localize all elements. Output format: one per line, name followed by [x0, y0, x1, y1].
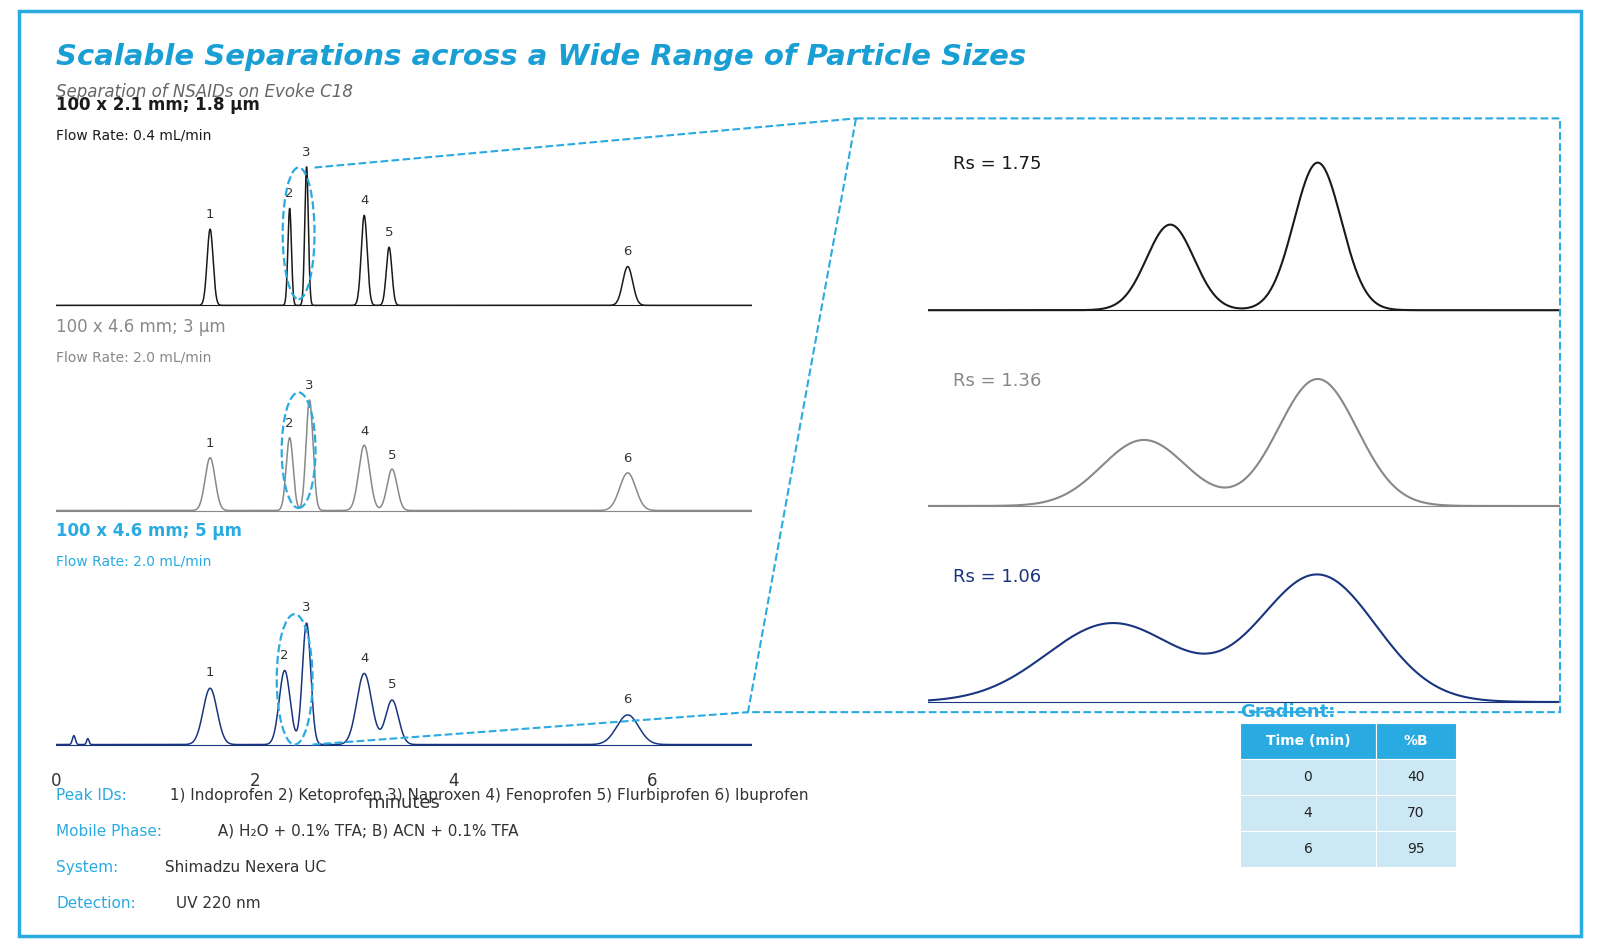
Text: 3: 3	[302, 146, 310, 158]
Text: Scalable Separations across a Wide Range of Particle Sizes: Scalable Separations across a Wide Range…	[56, 43, 1026, 71]
Text: 100 x 2.1 mm; 1.8 μm: 100 x 2.1 mm; 1.8 μm	[56, 96, 259, 114]
Text: 2: 2	[285, 417, 294, 430]
Text: Separation of NSAIDs on Evoke C18: Separation of NSAIDs on Evoke C18	[56, 83, 354, 101]
Text: 2: 2	[280, 649, 290, 662]
Text: 3: 3	[306, 380, 314, 392]
Text: 6: 6	[624, 453, 632, 465]
Text: Detection:: Detection:	[56, 896, 136, 911]
Text: UV 220 nm: UV 220 nm	[171, 896, 261, 911]
Text: 70: 70	[1408, 806, 1424, 819]
Text: 100 x 4.6 mm; 3 μm: 100 x 4.6 mm; 3 μm	[56, 318, 226, 336]
Text: Flow Rate: 0.4 mL/min: Flow Rate: 0.4 mL/min	[56, 128, 211, 142]
Text: Flow Rate: 2.0 mL/min: Flow Rate: 2.0 mL/min	[56, 554, 211, 568]
Text: 1: 1	[206, 438, 214, 450]
Text: 5: 5	[387, 678, 397, 691]
Text: 2: 2	[285, 188, 294, 200]
Text: Time (min): Time (min)	[1266, 734, 1350, 747]
Text: 6: 6	[624, 245, 632, 259]
Text: System:: System:	[56, 860, 118, 875]
Text: 5: 5	[387, 449, 397, 461]
Text: A) H₂O + 0.1% TFA; B) ACN + 0.1% TFA: A) H₂O + 0.1% TFA; B) ACN + 0.1% TFA	[213, 824, 518, 839]
Text: 40: 40	[1408, 770, 1424, 783]
Text: 1) Indoprofen 2) Ketoprofen 3) Naproxen 4) Fenoprofen 5) Flurbiprofen 6) Ibuprof: 1) Indoprofen 2) Ketoprofen 3) Naproxen …	[165, 788, 808, 803]
Text: 100 x 4.6 mm; 5 μm: 100 x 4.6 mm; 5 μm	[56, 522, 242, 540]
Text: 1: 1	[206, 208, 214, 221]
Text: Rs = 1.06: Rs = 1.06	[954, 568, 1042, 586]
Text: 4: 4	[360, 194, 368, 207]
Text: %B: %B	[1403, 734, 1429, 747]
Text: Flow Rate: 2.0 mL/min: Flow Rate: 2.0 mL/min	[56, 350, 211, 365]
Text: Peak IDs:: Peak IDs:	[56, 788, 126, 803]
Text: Shimadzu Nexera UC: Shimadzu Nexera UC	[160, 860, 326, 875]
Text: 6: 6	[1304, 842, 1312, 855]
Text: 0: 0	[1304, 770, 1312, 783]
Text: 95: 95	[1406, 842, 1426, 855]
Text: 1: 1	[206, 667, 214, 679]
Text: Rs = 1.36: Rs = 1.36	[954, 372, 1042, 390]
Text: 5: 5	[386, 226, 394, 239]
Text: 4: 4	[360, 652, 368, 665]
Text: Rs = 1.75: Rs = 1.75	[954, 155, 1042, 173]
Text: 4: 4	[360, 424, 368, 438]
Text: Mobile Phase:: Mobile Phase:	[56, 824, 162, 839]
Text: 6: 6	[624, 693, 632, 706]
Text: 4: 4	[1304, 806, 1312, 819]
Text: Gradient:: Gradient:	[1240, 703, 1336, 721]
Text: 3: 3	[302, 601, 310, 615]
X-axis label: minutes: minutes	[368, 795, 440, 813]
